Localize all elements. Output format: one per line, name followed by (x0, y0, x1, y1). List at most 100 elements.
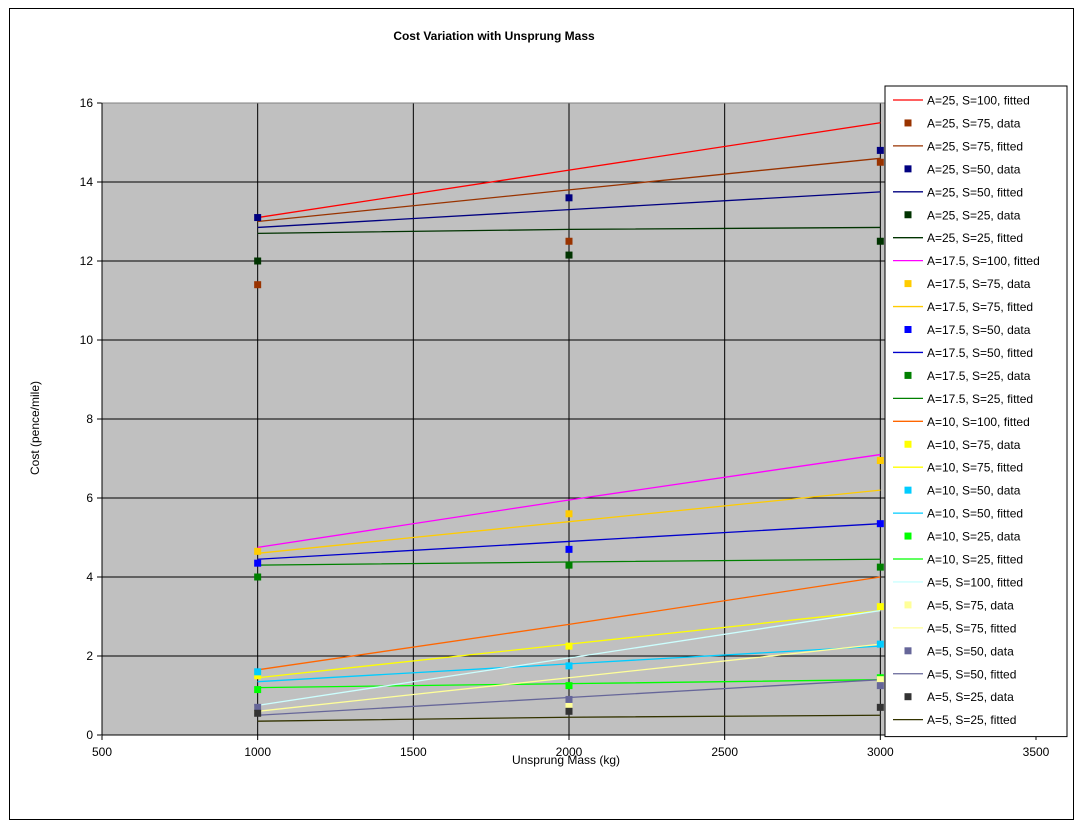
legend-entry-label: A=5, S=75, fitted (927, 621, 1016, 635)
legend-entry-label: A=5, S=25, fitted (927, 713, 1016, 727)
legend-marker-swatch (904, 119, 912, 127)
x-tick-label: 1000 (244, 745, 271, 759)
y-tick-label: 10 (80, 333, 94, 347)
data-point (876, 563, 884, 571)
x-tick-label: 3000 (867, 745, 894, 759)
series-line (257, 609, 881, 707)
data-point (565, 707, 573, 715)
chart-svg: Cost Variation with Unsprung Mass 0 2 4 6 8 1… (28, 29, 1068, 767)
x-tick-label: 1500 (400, 745, 427, 759)
data-point (876, 146, 884, 154)
legend-entry-label: A=25, S=25, fitted (927, 231, 1023, 245)
legend-entry-label: A=17.5, S=25, fitted (927, 392, 1033, 406)
x-tick-label: 500 (92, 745, 112, 759)
legend-entry-label: A=5, S=25, data (927, 690, 1014, 704)
y-tick-label: 8 (86, 412, 93, 426)
legend-entry-label: A=10, S=75, fitted (927, 461, 1023, 475)
legend-entry-label: A=5, S=100, fitted (927, 575, 1023, 589)
legend-marker-swatch (904, 647, 912, 655)
data-point (876, 520, 884, 528)
legend-marker-swatch (904, 165, 912, 173)
legend-marker-swatch (904, 486, 912, 494)
data-point (565, 237, 573, 245)
series-line (257, 226, 881, 234)
data-point (565, 642, 573, 650)
legend-marker-swatch (904, 326, 912, 333)
data-point (254, 686, 262, 694)
legend-entry-label: A=25, S=50, data (927, 162, 1021, 176)
y-tick-label: 2 (86, 649, 93, 663)
series-line (257, 714, 881, 722)
y-tick-label: 0 (86, 728, 93, 742)
x-tick-label: 2500 (711, 745, 738, 759)
legend-entry-label: A=25, S=75, data (927, 116, 1021, 130)
legend-entry-label: A=25, S=50, fitted (927, 185, 1023, 199)
y-tick-label: 4 (86, 570, 93, 584)
legend-marker-swatch (904, 280, 912, 288)
data-point (876, 603, 884, 611)
legend-entry-label: A=5, S=75, data (927, 598, 1014, 612)
chart-frame: Cost Variation with Unsprung Mass 0 2 4 6 8 1… (9, 8, 1074, 820)
legend-entry-label: A=25, S=100, fitted (927, 94, 1030, 108)
legend-entry-label: A=10, S=100, fitted (927, 415, 1030, 429)
legend-marker-swatch (904, 371, 912, 379)
data-point (254, 703, 262, 711)
data-point (876, 237, 884, 245)
x-axis-label: Unsprung Mass (kg) (512, 753, 620, 767)
data-point (254, 257, 262, 265)
data-point (565, 682, 573, 690)
y-axis-label: Cost (pence/mile) (28, 381, 42, 475)
legend-marker-swatch (904, 440, 912, 448)
legend-entry-label: A=17.5, S=100, fitted (927, 254, 1040, 268)
y-tick-label: 12 (80, 254, 94, 268)
series-line (257, 523, 881, 560)
y-tick-label: 14 (80, 175, 94, 189)
legend-box (884, 85, 1068, 738)
legend-entry-label: A=5, S=50, fitted (927, 667, 1016, 681)
legend-entry-label: A=17.5, S=25, data (927, 369, 1031, 383)
data-point (876, 676, 884, 684)
series-layer (254, 122, 884, 722)
data-point (254, 214, 262, 222)
legend-entry-label: A=25, S=75, fitted (927, 139, 1023, 153)
data-point (565, 561, 573, 569)
data-point (876, 703, 884, 711)
series-line (257, 643, 881, 712)
legend-entry-label: A=10, S=75, data (927, 438, 1021, 452)
data-point (565, 545, 573, 553)
data-point (254, 668, 262, 676)
data-point (565, 662, 573, 670)
legend-entry-label: A=10, S=50, fitted (927, 507, 1023, 521)
data-point (254, 559, 262, 567)
data-point (254, 547, 262, 555)
legend-entry-label: A=10, S=50, data (927, 484, 1021, 498)
legend-entry-label: A=10, S=25, data (927, 530, 1021, 544)
data-point (565, 251, 573, 259)
data-point (876, 640, 884, 648)
legend-marker-swatch (904, 601, 912, 609)
legend-entry-label: A=10, S=25, fitted (927, 553, 1023, 567)
series-line (257, 191, 881, 229)
data-point (565, 194, 573, 202)
legend-entry-label: A=17.5, S=50, data (927, 323, 1031, 337)
data-point (876, 456, 884, 464)
data-point (254, 709, 262, 717)
series-line (257, 489, 881, 554)
data-point (876, 682, 884, 690)
series-line (257, 453, 881, 549)
x-tick-label: 3500 (1023, 745, 1050, 759)
data-point (565, 701, 573, 709)
data-point (565, 695, 573, 703)
legend-entry-label: A=17.5, S=75, data (927, 277, 1031, 291)
legend: A=25, S=100, fitted A=25, S=75, data A=25,… (884, 85, 1068, 738)
legend-marker-swatch (904, 211, 912, 219)
series-line (257, 576, 881, 671)
legend-entry-label: A=25, S=25, data (927, 208, 1021, 222)
legend-entry-label: A=17.5, S=50, fitted (927, 346, 1033, 360)
data-point (254, 573, 262, 581)
data-point (565, 510, 573, 518)
legend-marker-swatch (904, 532, 912, 540)
data-point (254, 281, 262, 289)
series-line (257, 157, 881, 223)
data-point (876, 158, 884, 166)
